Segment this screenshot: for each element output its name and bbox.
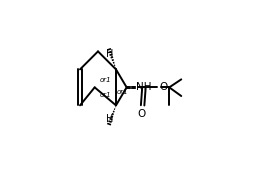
Text: O: O [159, 82, 168, 92]
Text: or1: or1 [100, 92, 111, 98]
Text: NH: NH [136, 82, 152, 92]
Text: or1: or1 [100, 77, 111, 83]
Text: O: O [138, 109, 146, 119]
Text: H: H [106, 49, 113, 59]
Text: or1: or1 [117, 89, 129, 95]
Text: H: H [106, 114, 113, 124]
